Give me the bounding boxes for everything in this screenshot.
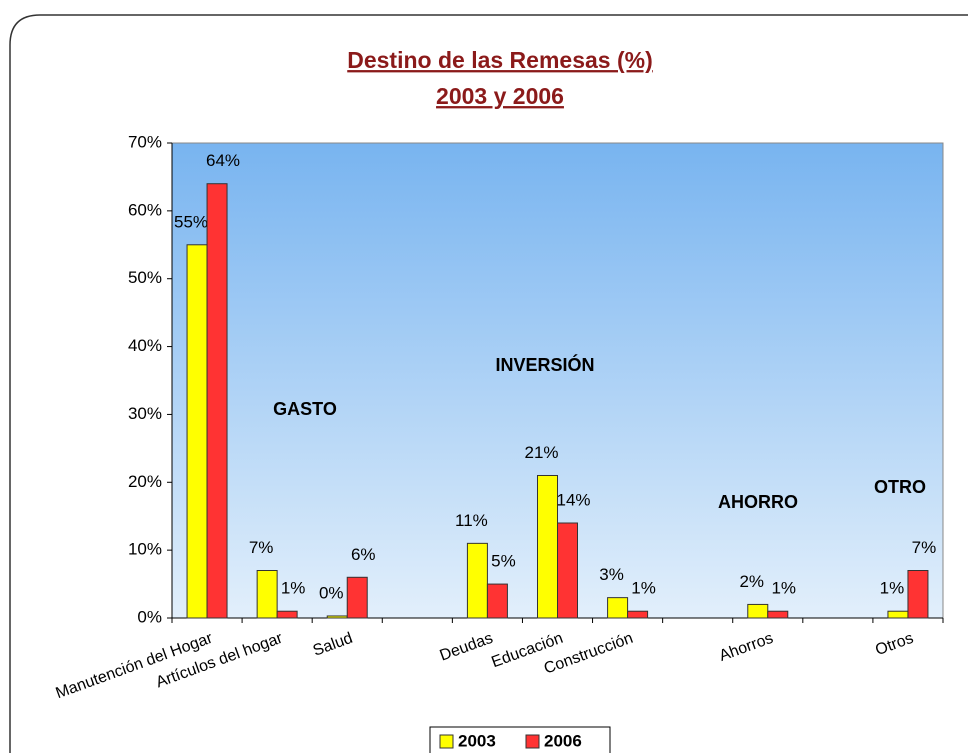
x-tick-label: Salud <box>311 630 355 660</box>
y-tick-label: 10% <box>128 540 162 559</box>
chart-title: Destino de las Remesas (%) <box>347 47 653 73</box>
y-tick-label: 40% <box>128 336 162 355</box>
y-tick-label: 70% <box>128 132 162 151</box>
legend-swatch <box>525 734 540 749</box>
bar <box>557 522 578 619</box>
bar <box>256 570 278 619</box>
data-label: 3% <box>599 565 624 584</box>
y-tick-label: 20% <box>128 472 162 491</box>
data-label: 14% <box>556 490 590 509</box>
bar <box>747 603 769 619</box>
y-tick-label: 0% <box>137 607 162 626</box>
bar <box>346 576 368 619</box>
annotation: INVERSIÓN <box>495 354 594 375</box>
bar <box>186 244 208 619</box>
annotation: AHORRO <box>718 492 798 512</box>
legend-swatch <box>439 734 454 749</box>
bar <box>466 542 488 619</box>
data-label: 7% <box>912 538 937 557</box>
bar <box>627 610 649 619</box>
data-label: 11% <box>455 511 488 530</box>
data-label: 1% <box>631 579 656 598</box>
bar <box>907 570 929 619</box>
bar <box>486 583 508 619</box>
y-tick-label: 30% <box>128 404 162 423</box>
data-label: 21% <box>524 443 558 462</box>
annotation: OTRO <box>874 477 926 497</box>
x-tick-label: Deudas <box>438 630 496 665</box>
bar <box>767 610 789 619</box>
data-label: 64% <box>206 151 240 170</box>
legend-box <box>429 726 611 753</box>
x-tick-label: Ahorros <box>717 630 775 665</box>
data-label: 1% <box>880 579 905 598</box>
data-label: 7% <box>249 538 274 557</box>
data-label: 1% <box>771 579 796 598</box>
y-tick-label: 60% <box>128 200 162 219</box>
frame <box>9 14 968 753</box>
data-label: 0% <box>319 583 344 602</box>
bar <box>537 475 558 619</box>
y-tick-label: 50% <box>128 268 162 287</box>
legend-label: 2006 <box>544 731 582 750</box>
data-label: 1% <box>281 579 306 598</box>
data-label: 55% <box>174 212 208 231</box>
data-label: 5% <box>491 552 516 571</box>
data-label: 2% <box>739 572 764 591</box>
data-label: 6% <box>351 545 376 564</box>
bar <box>887 610 909 619</box>
legend-label: 2003 <box>458 731 496 750</box>
x-tick-label: Otros <box>873 630 916 659</box>
bar <box>607 597 629 619</box>
bar <box>276 610 298 619</box>
bar <box>206 183 228 619</box>
chart-subtitle: 2003 y 2006 <box>436 83 564 109</box>
annotation: GASTO <box>273 399 337 419</box>
bar <box>326 615 348 619</box>
